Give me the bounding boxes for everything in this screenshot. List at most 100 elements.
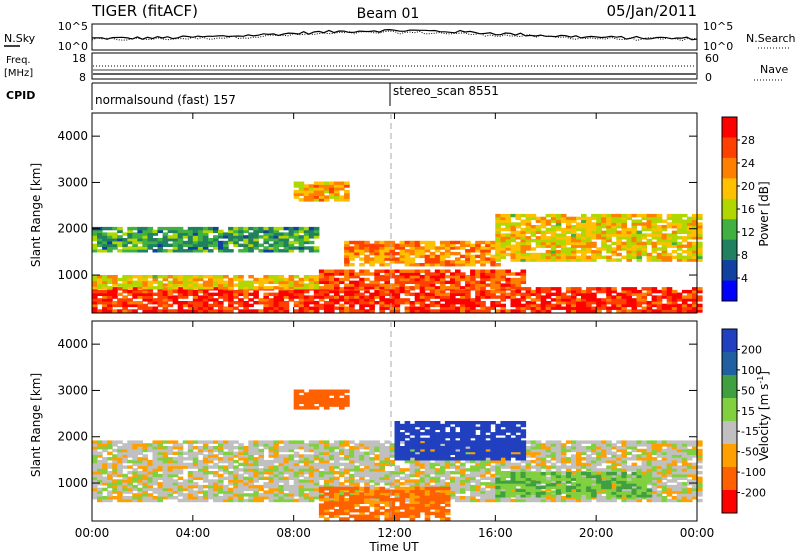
power-cell [369,272,375,276]
power-cell [621,233,627,237]
power-cell [697,250,703,254]
power-cell [480,263,486,267]
power-cell [369,251,375,256]
velocity-cell [152,498,159,503]
power-cell [162,249,169,253]
power-cell [172,280,179,284]
power-cell [293,229,300,234]
velocity-cell [641,451,648,455]
velocity-cell [97,487,103,492]
power-cell [172,309,179,313]
power-cell [621,213,627,218]
velocity-cell [273,498,280,503]
power-cell [429,292,436,296]
power-cell [692,225,698,229]
power-cell [470,280,476,284]
power-cell [117,226,123,231]
power-cell [223,232,229,236]
power-cell [424,298,431,302]
power-cell [601,213,607,218]
velocity-cell [253,487,259,492]
power-cell [162,289,169,294]
velocity-cell [293,462,300,467]
velocity-cell [490,482,496,486]
power-cell [500,289,506,294]
power-cell [651,255,658,259]
power-cell [596,247,602,251]
power-cell [414,275,421,279]
velocity-cell [555,440,562,444]
velocity-cell [515,498,522,503]
velocity-cell [424,448,431,453]
velocity-cell [465,476,471,480]
power-cell [187,289,194,294]
power-cell [439,286,446,290]
power-cell [172,243,179,247]
velocity-cell [308,459,315,464]
power-cell [616,306,622,310]
power-cell [621,306,627,310]
power-cell [500,233,506,237]
velocity-cell [369,498,375,503]
velocity-cell [223,454,229,458]
power-cell [334,283,340,287]
power-cell [359,277,365,282]
power-cell [495,225,501,229]
velocity-cell [364,465,370,469]
power-cell [172,298,179,302]
power-cell [218,303,224,308]
velocity-cell [434,421,441,425]
velocity-cell [419,462,426,467]
velocity-cell [480,443,486,447]
velocity-cell [354,490,360,494]
velocity-cell [697,440,703,444]
power-cell [540,306,547,310]
velocity-cell [354,493,360,497]
power-cell [278,235,285,239]
velocity-cell [288,454,295,458]
power-cell [576,244,582,248]
power-cell [480,240,486,245]
power-cell [318,272,325,276]
power-cell [253,238,259,242]
velocity-cell [475,487,481,492]
velocity-cell [444,484,451,489]
power-cell [606,255,612,259]
velocity-cell [692,451,698,455]
power-cell [248,246,254,250]
power-cell [581,213,587,218]
velocity-cell [686,490,693,494]
power-cell [485,269,491,273]
power-cell [646,252,653,257]
power-cell [364,277,370,282]
velocity-cell [349,476,355,480]
power-cell [525,236,532,240]
velocity-cell [253,496,259,500]
velocity-cell [530,454,537,458]
power-cell [606,216,612,221]
velocity-cell [208,459,214,464]
velocity-cell [611,468,617,472]
power-cell [444,306,451,310]
velocity-cell [419,459,426,464]
velocity-cell [137,446,143,450]
power-cell [505,277,511,282]
velocity-cell [187,457,194,461]
velocity-cell [540,446,547,450]
velocity-cell [132,468,138,472]
power-cell [611,295,617,299]
velocity-cell [399,448,406,453]
power-cell [636,301,643,305]
velocity-cell [470,426,476,430]
velocity-cell [450,465,456,469]
power-cell [359,263,365,267]
power-cell [323,309,330,313]
velocity-cell [379,448,385,453]
power-cell [631,252,638,257]
power-cell [465,275,471,279]
power-cell [636,247,643,251]
power-cell [344,195,350,199]
velocity-cell [465,484,471,489]
power-cell [137,235,143,239]
power-cell [495,219,501,223]
